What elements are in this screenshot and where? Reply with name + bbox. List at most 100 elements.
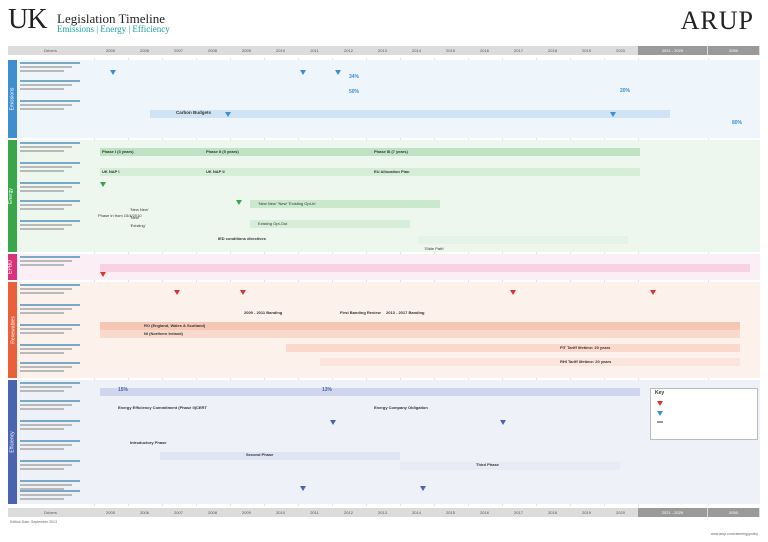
year-cell: 2019 [582, 48, 591, 53]
uknap2-label: UK NAP II [206, 169, 225, 174]
year-cell: 2012 [344, 510, 353, 515]
efficiency-section [17, 380, 760, 504]
year-cell: 2014 [412, 510, 421, 515]
driver-text-line [20, 460, 80, 462]
epbd-band [100, 264, 750, 272]
driver-text-line [20, 490, 80, 492]
driver-text-line [20, 284, 80, 286]
driver-text-line [20, 428, 64, 430]
milestone-marker-icon [300, 486, 306, 491]
milestone-marker-icon [500, 420, 506, 425]
year-cell: 2020 [616, 510, 625, 515]
driver-text-line [20, 142, 80, 144]
driver-text-line [20, 440, 80, 442]
driver-text-line [20, 100, 80, 102]
driver-text-line [20, 400, 80, 402]
driver-text-line [20, 200, 80, 202]
ro-2009-label: 2009 - 2011 Banding [244, 310, 283, 315]
milestone-marker-icon [100, 182, 106, 187]
year-header-top: Drivers 2005 2006 2007 2008 2009 2010 2011 2012 2… [8, 46, 760, 55]
nap-band [100, 168, 640, 176]
milestone-marker-icon [330, 420, 336, 425]
driver-text-line [20, 182, 80, 184]
ro-ni-label: NI (Northern Ireland) [144, 331, 183, 336]
uk-logotype: UK [8, 4, 47, 35]
milestone-marker-icon [236, 200, 242, 205]
driver-text-line [20, 170, 64, 172]
percent-34: 34% [349, 74, 360, 80]
driver-text-line [20, 448, 64, 450]
milestone-marker-icon [300, 70, 306, 75]
new-label: 'New' [130, 215, 140, 220]
driver-text-line [20, 304, 80, 306]
key-triangle-icon [657, 401, 663, 406]
driver-text-line [20, 352, 64, 354]
year-cell: 2018 [548, 510, 557, 515]
year-cell: 2011 [310, 48, 319, 53]
glide-path-label: 'Glide Path' [424, 246, 445, 251]
efficiency-band-1 [100, 388, 640, 396]
arup-logo: ARUP [680, 6, 754, 35]
driver-text-line [20, 220, 80, 222]
driver-text-line [20, 488, 64, 490]
key-triangle-blue-icon [657, 411, 663, 416]
driver-text-line [20, 386, 72, 388]
opt-out-band [250, 220, 410, 228]
driver-text-line [20, 88, 64, 90]
year-cell: 2016 [480, 510, 489, 515]
footer-url[interactable]: www.arup.com/ukenergypolicy [710, 532, 758, 536]
milestone-marker-icon [100, 272, 106, 277]
carbon-budgets-band [150, 110, 670, 118]
driver-text-line [20, 408, 64, 410]
cert-label: CERT [196, 405, 207, 410]
driver-text-line [20, 84, 72, 86]
driver-text-line [20, 382, 80, 384]
driver-text-line [20, 362, 80, 364]
driver-text-line [20, 146, 72, 148]
year-cell: 2050 [708, 46, 759, 55]
milestone-marker-icon [174, 290, 180, 295]
driver-text-line [20, 464, 72, 466]
energy-company-label: Energy Company Obligation [374, 405, 428, 410]
year-cell: 2015 [446, 510, 455, 515]
year-cell: 2007 [174, 510, 183, 515]
third-phase-band [400, 462, 620, 470]
driver-text-line [20, 370, 64, 372]
emissions-section [17, 60, 760, 138]
driver-text-line [20, 494, 72, 496]
driver-text-line [20, 420, 80, 422]
driver-text-line [20, 150, 64, 152]
driver-text-line [20, 260, 72, 262]
driver-text-line [20, 390, 64, 392]
second-phase-label: Second Phase [246, 452, 274, 457]
year-cell: 2013 [378, 48, 387, 53]
driver-text-line [20, 208, 64, 210]
section-energy-tab: Energy [8, 140, 17, 252]
uknap1-label: UK NAP I [102, 169, 120, 174]
driver-text-line [20, 468, 64, 470]
driver-text-line [20, 332, 64, 334]
section-efficiency-tab: Efficiency [8, 380, 17, 504]
year-cell: 2018 [548, 48, 557, 53]
phase1-label: Phase I (3 years) [102, 149, 134, 154]
first-banding-label: First Banding Review [340, 310, 381, 315]
year-cell: 2019 [582, 510, 591, 515]
driver-text-line [20, 344, 80, 346]
year-cell: 2021 - 2025 [638, 508, 707, 517]
year-cell: 2005 [106, 510, 115, 515]
driver-text-line [20, 424, 72, 426]
rhi-band [320, 358, 740, 366]
intro-phase-label: Introductory Phase [130, 440, 167, 445]
year-cell: 2005 [106, 48, 115, 53]
page-title: Legislation Timeline [57, 11, 165, 26]
glide-path-band [418, 236, 628, 244]
phase2-label: Phase II (5 years) [206, 149, 239, 154]
energy-section [17, 140, 760, 252]
driver-text-line [20, 480, 80, 482]
year-cell: 2006 [140, 48, 149, 53]
fit-band [286, 344, 740, 352]
year-cell: 2010 [276, 510, 285, 515]
milestone-marker-icon [225, 112, 231, 117]
percent-15: 15% [118, 387, 129, 393]
driver-text-line [20, 312, 64, 314]
